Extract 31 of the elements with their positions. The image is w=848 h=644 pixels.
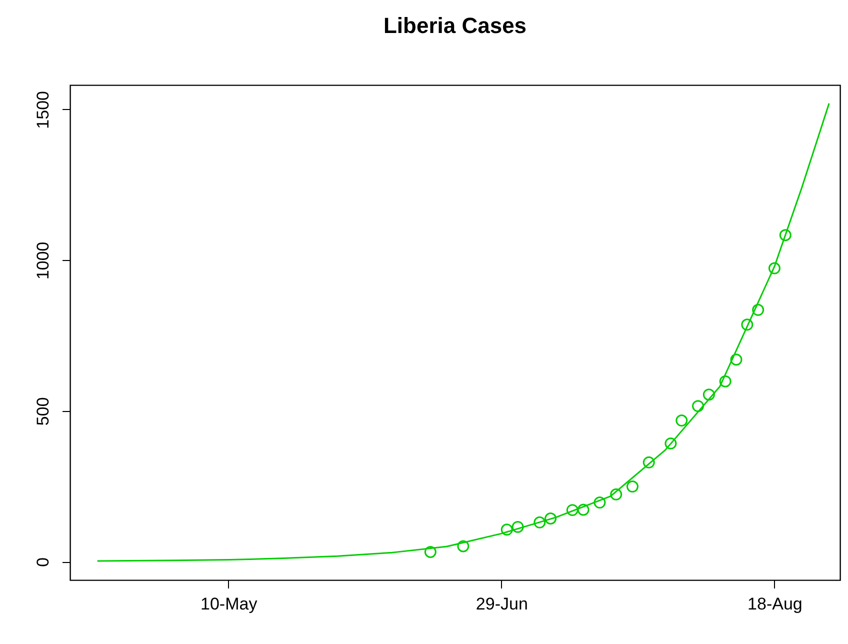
point [500, 524, 513, 536]
x-tick-label: 29-Jun [476, 594, 528, 614]
point [457, 540, 470, 552]
y-tick-label: 1500 [34, 91, 52, 129]
point [676, 414, 688, 427]
point [730, 354, 742, 366]
point [544, 512, 557, 524]
point [534, 516, 546, 528]
point [594, 496, 606, 509]
y-tick-label: 1000 [34, 242, 52, 280]
point [566, 504, 578, 516]
point [768, 262, 780, 274]
x-tick-label: 10-May [200, 594, 258, 614]
point [719, 375, 732, 388]
point [692, 400, 704, 412]
x-tick-label: 18-Aug [748, 594, 802, 614]
point [779, 229, 792, 242]
point [642, 456, 655, 468]
point [626, 480, 638, 493]
point [512, 520, 524, 533]
point [702, 388, 715, 401]
chart-title: Liberia Cases [383, 13, 527, 38]
point [664, 437, 677, 450]
line-series [96, 102, 830, 562]
point [741, 318, 754, 331]
point [424, 546, 436, 558]
y-tick-label: 500 [34, 397, 52, 426]
y-tick-label: 0 [34, 557, 52, 567]
point [577, 504, 590, 516]
point [752, 304, 764, 316]
point [610, 488, 622, 500]
